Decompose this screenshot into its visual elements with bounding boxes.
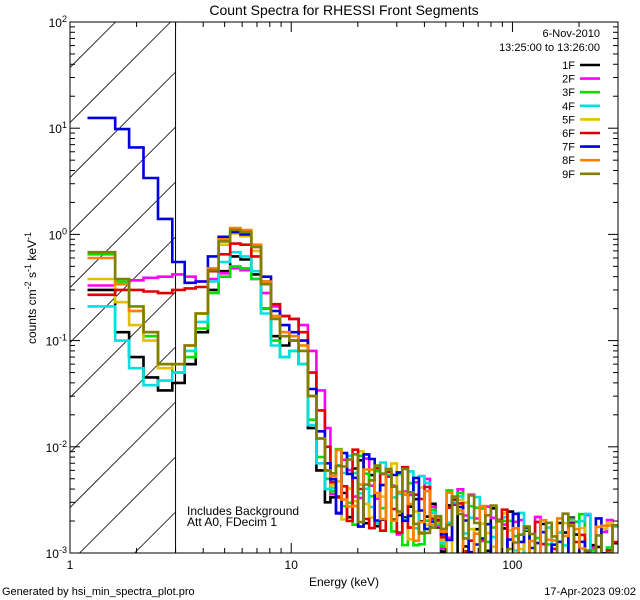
legend-label-9f: 9F <box>562 169 575 181</box>
axis-tick-labels: 1 10 100 10-3 10-2 10-1 100 101 102 <box>46 14 523 572</box>
x-tick-label: 1 <box>67 558 74 572</box>
legend-label-1f: 1F <box>562 60 575 72</box>
series-layer <box>87 116 618 553</box>
legend-label-2f: 2F <box>562 74 575 86</box>
y-tick-label: 10-2 <box>46 439 67 455</box>
annotation-attenuator: Att A0, FDecim 1 <box>187 515 277 529</box>
y-tick-label: 101 <box>49 120 67 136</box>
legend-label-5f: 5F <box>562 114 575 126</box>
footer-date: 17-Apr-2023 09:02 <box>544 586 636 598</box>
hatch-line <box>69 21 116 68</box>
excluded-energy-hatch <box>69 21 177 554</box>
hatch-line <box>69 21 171 123</box>
legend-label-8f: 8F <box>562 155 575 167</box>
legend-label-6f: 6F <box>562 128 575 140</box>
hatch-line <box>69 126 176 233</box>
footer-generated-by: Generated by hsi_min_spectra_plot.pro <box>2 586 195 598</box>
legend-date: 6-Nov-2010 <box>543 28 600 40</box>
y-axis-label: counts cm-2 s-1 keV-1 <box>23 232 39 344</box>
y-tick-label: 100 <box>49 226 67 242</box>
legend-label-3f: 3F <box>562 87 575 99</box>
hatch-line <box>69 346 176 453</box>
chart-title: Count Spectra for RHESSI Front Segments <box>209 2 478 18</box>
x-axis-label: Energy (keV) <box>309 575 379 589</box>
annotation-background: Includes Background <box>187 504 299 518</box>
hatch-line <box>69 401 176 508</box>
hatch-line <box>134 511 176 554</box>
axis-ticks <box>69 21 619 554</box>
hatch-line <box>69 181 176 288</box>
x-tick-label: 100 <box>502 558 522 572</box>
plot-frame <box>69 21 619 554</box>
y-tick-label: 10-3 <box>46 545 67 561</box>
y-tick-label: 102 <box>49 14 67 30</box>
hatch-line <box>69 71 176 178</box>
legend-time-range: 13:25:00 to 13:26:00 <box>499 42 600 54</box>
series-line-6f <box>87 242 618 553</box>
y-tick-label: 10-1 <box>46 333 67 349</box>
x-tick-label: 10 <box>285 558 299 572</box>
legend-label-4f: 4F <box>562 101 575 113</box>
series-line-9f <box>87 228 618 553</box>
hatch-line <box>79 456 176 554</box>
hatch-line <box>69 291 176 398</box>
legend-label-7f: 7F <box>562 142 575 154</box>
